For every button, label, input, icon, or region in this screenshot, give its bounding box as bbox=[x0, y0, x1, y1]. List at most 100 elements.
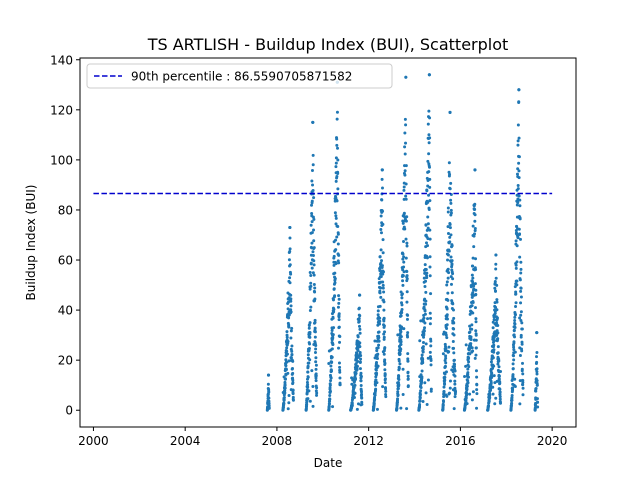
data-point bbox=[452, 333, 456, 337]
data-point bbox=[405, 269, 409, 273]
data-point bbox=[421, 361, 425, 365]
data-point bbox=[422, 335, 426, 339]
data-point bbox=[312, 273, 316, 277]
data-point bbox=[493, 381, 497, 385]
data-point bbox=[489, 381, 493, 385]
data-point bbox=[424, 299, 428, 303]
data-point bbox=[311, 189, 315, 193]
data-point bbox=[535, 367, 539, 371]
data-point bbox=[377, 336, 381, 340]
data-point bbox=[404, 256, 408, 260]
data-point bbox=[449, 208, 453, 212]
data-point bbox=[291, 380, 295, 384]
data-point bbox=[406, 370, 410, 374]
data-point bbox=[381, 251, 385, 255]
data-point bbox=[358, 345, 362, 349]
data-point bbox=[311, 183, 315, 187]
data-point bbox=[333, 211, 337, 215]
data-point bbox=[291, 371, 295, 375]
data-point bbox=[378, 291, 382, 295]
legend-box bbox=[86, 63, 393, 89]
y-tick-label: 60 bbox=[58, 254, 73, 268]
data-point bbox=[420, 369, 424, 373]
data-point bbox=[307, 347, 311, 351]
data-point bbox=[450, 262, 454, 266]
data-point bbox=[380, 198, 384, 202]
data-point bbox=[331, 298, 335, 302]
data-point bbox=[308, 342, 312, 346]
data-point bbox=[308, 399, 312, 403]
data-point bbox=[337, 294, 341, 298]
data-point bbox=[418, 393, 422, 397]
data-point bbox=[452, 346, 456, 350]
legend: 90th percentile : 86.5590705871582 bbox=[86, 63, 393, 89]
data-point bbox=[383, 381, 387, 385]
data-point bbox=[405, 215, 409, 219]
data-point bbox=[305, 399, 309, 403]
data-point bbox=[404, 75, 408, 79]
data-point bbox=[469, 335, 473, 339]
data-point bbox=[449, 198, 453, 202]
data-point bbox=[398, 362, 402, 366]
data-point bbox=[449, 181, 453, 185]
data-point bbox=[400, 311, 404, 315]
data-point bbox=[309, 305, 313, 309]
data-point bbox=[517, 194, 521, 198]
data-point bbox=[402, 211, 406, 215]
data-point bbox=[423, 381, 427, 385]
data-point bbox=[306, 375, 310, 379]
data-point bbox=[375, 360, 379, 364]
data-point bbox=[473, 168, 477, 172]
data-point bbox=[396, 390, 400, 394]
data-point bbox=[516, 184, 520, 188]
data-point bbox=[314, 347, 318, 351]
data-point bbox=[333, 277, 337, 281]
data-point bbox=[518, 204, 522, 208]
data-point bbox=[421, 340, 425, 344]
data-point bbox=[473, 227, 477, 231]
data-point bbox=[311, 153, 315, 157]
data-point bbox=[422, 329, 426, 333]
data-point bbox=[403, 173, 407, 177]
data-point bbox=[330, 355, 334, 359]
data-point bbox=[448, 235, 452, 239]
data-point bbox=[308, 271, 312, 275]
data-point bbox=[381, 283, 385, 287]
data-point bbox=[513, 377, 517, 381]
data-point bbox=[327, 402, 331, 406]
data-point bbox=[497, 365, 501, 369]
data-point bbox=[428, 228, 432, 232]
data-point bbox=[382, 319, 386, 323]
data-point bbox=[286, 340, 290, 343]
legend-label: 90th percentile : 86.5590705871582 bbox=[131, 70, 352, 84]
data-point bbox=[267, 402, 271, 405]
data-point bbox=[474, 369, 478, 373]
data-point bbox=[426, 317, 430, 321]
data-point bbox=[520, 321, 524, 325]
data-point bbox=[310, 369, 314, 373]
data-point bbox=[404, 123, 408, 127]
data-point bbox=[466, 371, 470, 375]
data-point bbox=[311, 385, 315, 389]
data-point bbox=[474, 320, 478, 324]
data-point bbox=[357, 306, 361, 310]
data-point bbox=[357, 324, 361, 328]
data-point bbox=[493, 286, 497, 290]
data-point bbox=[424, 342, 428, 346]
data-point bbox=[498, 397, 502, 401]
data-point bbox=[327, 404, 331, 408]
data-point bbox=[463, 375, 467, 379]
data-point bbox=[335, 235, 339, 239]
data-point bbox=[418, 402, 422, 406]
data-point bbox=[331, 405, 335, 409]
data-point bbox=[372, 402, 376, 406]
data-point bbox=[442, 389, 446, 393]
data-point bbox=[425, 402, 429, 406]
data-point bbox=[378, 316, 382, 320]
data-point bbox=[335, 199, 339, 203]
data-point bbox=[396, 397, 400, 401]
data-point bbox=[471, 276, 475, 280]
data-point bbox=[314, 379, 318, 383]
data-point bbox=[379, 275, 383, 279]
data-point bbox=[474, 353, 478, 357]
